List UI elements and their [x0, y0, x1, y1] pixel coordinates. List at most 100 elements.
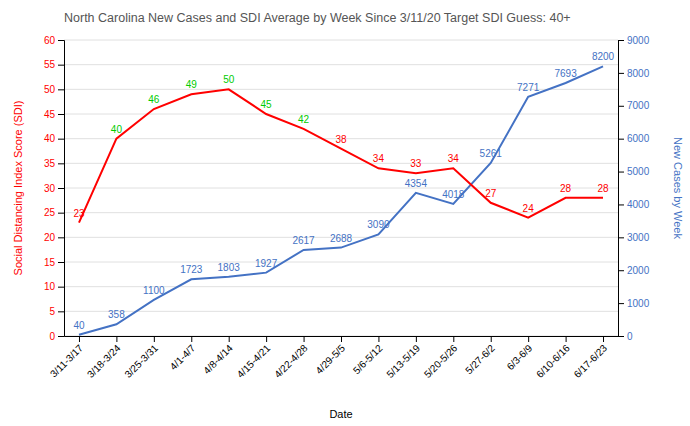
tick: 1000	[618, 298, 650, 309]
tick: 0	[49, 331, 64, 342]
tick-mark	[116, 336, 117, 342]
tick-label: 10	[44, 281, 56, 292]
axis-line	[58, 41, 65, 337]
tick-mark	[416, 336, 417, 342]
tick-label: 25	[44, 207, 56, 218]
tick-mark	[491, 336, 492, 342]
tick-label: 35	[44, 158, 56, 169]
tick: 5/20-5/26	[422, 336, 460, 380]
tick-mark	[79, 336, 80, 342]
tick-mark	[341, 336, 342, 342]
data-label: 42	[298, 114, 310, 125]
tick: 5/27-6/2	[463, 336, 497, 376]
data-label: 28	[560, 183, 572, 194]
grid-line	[64, 40, 618, 41]
tick-label: 5/20-5/26	[422, 342, 460, 380]
tick-label: 5	[49, 306, 55, 317]
data-label: 7693	[554, 68, 577, 79]
tick: 5	[49, 306, 64, 317]
tick: 4/15-4/21	[235, 336, 273, 380]
data-label: 2617	[292, 235, 315, 246]
data-label: 50	[223, 74, 235, 85]
tick-label: 9000	[627, 35, 650, 46]
tick-label: 60	[44, 35, 56, 46]
tick-label: 6/17-6/23	[572, 342, 610, 380]
tick-mark	[528, 336, 529, 342]
tick: 35	[44, 158, 64, 169]
lines	[79, 66, 603, 334]
tick: 6/10-6/16	[534, 336, 572, 380]
tick-mark	[58, 139, 64, 140]
tick: 3000	[618, 232, 650, 243]
data-label: 7271	[517, 82, 540, 93]
data-label: 2688	[330, 233, 353, 244]
tick-label: 15	[44, 257, 56, 268]
tick: 0	[618, 331, 633, 342]
tick-mark	[58, 163, 64, 164]
data-label: 358	[108, 309, 125, 320]
tick-mark	[58, 287, 64, 288]
tick: 5000	[618, 166, 650, 177]
tick-label: 4/1-4/7	[168, 342, 198, 372]
tick: 30	[44, 183, 64, 194]
data-label: 8200	[592, 51, 615, 62]
data-label: 5261	[480, 148, 503, 159]
tick-mark	[618, 172, 624, 173]
grid	[64, 40, 618, 336]
tick-mark	[58, 65, 64, 66]
axis-line	[619, 41, 625, 337]
y-axis-title: Social Distancing Index Score (SDI)	[12, 101, 24, 276]
data-label: 40	[111, 124, 123, 135]
data-label: 34	[448, 153, 460, 164]
tick: 6/17-6/23	[572, 336, 610, 380]
tick-mark	[58, 89, 64, 90]
tick-label: 4000	[627, 199, 650, 210]
x-axis: 3/11-3/173/18-3/243/25-3/314/1-4/74/8-4/…	[48, 336, 619, 380]
data-label: 28	[597, 183, 609, 194]
tick-label: 3/11-3/17	[48, 342, 85, 379]
tick: 15	[44, 257, 64, 268]
tick-label: 7000	[627, 100, 650, 111]
tick-label: 4/22-4/28	[272, 342, 310, 380]
data-label: 45	[261, 99, 273, 110]
tick-label: 0	[627, 331, 633, 342]
tick-mark	[603, 336, 604, 342]
tick: 4/1-4/7	[168, 336, 198, 372]
tick-mark	[191, 336, 192, 342]
data-label: 4018	[442, 189, 465, 200]
data-labels: 2340464950454238343334272428284035811001…	[73, 51, 614, 330]
tick-mark	[58, 262, 64, 263]
tick: 60	[44, 35, 64, 46]
tick-mark	[58, 237, 64, 238]
data-label: 38	[335, 134, 347, 145]
tick-mark	[618, 336, 624, 337]
tick-label: 5000	[627, 166, 650, 177]
tick: 6000	[618, 133, 650, 144]
tick-label: 6/3-6/9	[505, 342, 535, 372]
tick-label: 5/13-5/19	[384, 342, 422, 380]
x-axis-title: Date	[329, 408, 352, 420]
data-label: 27	[485, 188, 497, 199]
tick-label: 20	[44, 232, 56, 243]
tick-mark	[58, 213, 64, 214]
tick: 4/22-4/28	[272, 336, 310, 380]
tick-label: 6000	[627, 133, 650, 144]
tick-mark	[58, 40, 64, 41]
data-label: 33	[410, 158, 422, 169]
tick: 55	[44, 59, 64, 70]
tick-mark	[618, 303, 624, 304]
tick-mark	[618, 106, 624, 107]
tick-mark	[304, 336, 305, 342]
tick-label: 5/27-6/2	[463, 342, 497, 376]
tick-label: 1000	[627, 298, 650, 309]
tick-label: 30	[44, 183, 56, 194]
tick: 4/8-4/14	[201, 336, 235, 376]
tick-mark	[618, 40, 624, 41]
tick-mark	[618, 73, 624, 74]
tick-mark	[229, 336, 230, 342]
tick-mark	[58, 114, 64, 115]
tick-mark	[618, 270, 624, 271]
y-axis: 051015202530354045505560	[44, 35, 65, 342]
tick: 6/3-6/9	[505, 336, 535, 372]
tick: 4/29-5/5	[313, 336, 347, 376]
